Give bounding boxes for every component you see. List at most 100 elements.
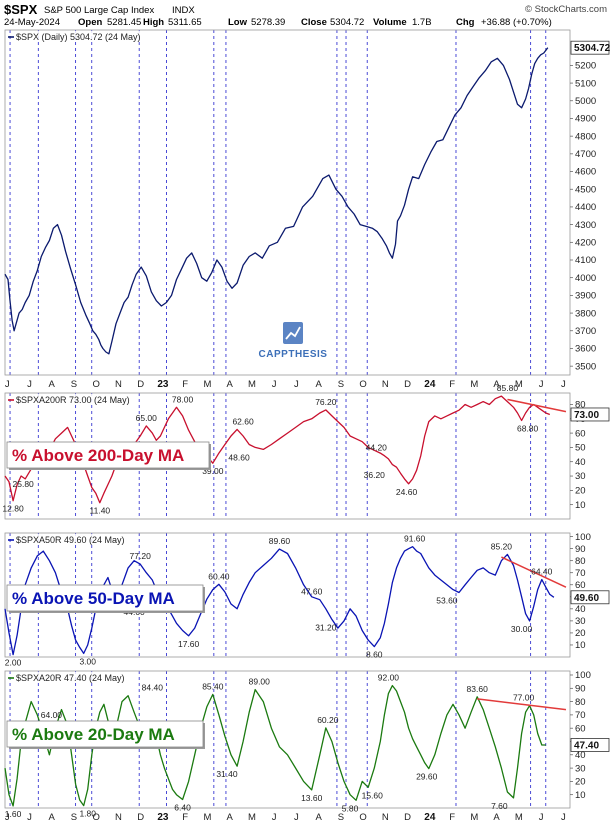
p20-ytick-label: 60	[575, 723, 586, 734]
p200-ytick-label: 40	[575, 457, 586, 468]
p20-value-label: 60.20	[317, 715, 339, 725]
p200-last-value: 73.00	[574, 410, 599, 421]
price-ytick-label: 5000	[575, 96, 596, 107]
p50-frame	[4, 532, 571, 658]
p200-legend-bg	[15, 394, 138, 405]
symbol-title: $SPX	[4, 2, 38, 17]
p20-value-label: 92.00	[378, 673, 400, 683]
bottom-axis-month-label: M	[470, 812, 478, 823]
bottom-axis-month-label: O	[359, 812, 366, 823]
price-axis-month-label: A	[315, 379, 322, 390]
bottom-axis-month-label: A	[49, 812, 56, 823]
price-ytick-label: 4000	[575, 273, 596, 284]
p20-value-label: 15.60	[362, 790, 384, 800]
price-axis-month-label: M	[515, 379, 523, 390]
price-panel: 3500 3600 3700 3800 3900 4000 4100 4200 4300 4400…	[4, 29, 611, 376]
p200-value-label: 48.60	[228, 452, 250, 462]
p50-ytick-label: 90	[575, 544, 586, 555]
p50-value-label: 64.40	[531, 566, 553, 576]
p50-value-label: 8.60	[366, 650, 383, 660]
price-ytick-label: 4500	[575, 184, 596, 195]
p200-series-line	[4, 395, 551, 504]
low-value: 5278.39	[251, 17, 285, 28]
price-axis-month-label: F	[449, 379, 455, 390]
price-ytick-label: 4800	[575, 131, 596, 142]
price-axis-month-label: S	[338, 379, 344, 390]
p20-ytick-label: 40	[575, 750, 586, 761]
p20-value-label: 13.60	[301, 793, 323, 803]
price-axis-month-label: 23	[157, 379, 169, 390]
price-last-value-box	[570, 40, 610, 55]
price-ytick-label: 4900	[575, 114, 596, 125]
bottom-axis-month-label: A	[493, 812, 500, 823]
price-axis-month-label: M	[470, 379, 478, 390]
bottom-axis-month-label: S	[71, 812, 77, 823]
p20-ytick-label: 80	[575, 697, 586, 708]
logo-trend-icon	[285, 326, 301, 340]
volume-label: Volume	[373, 17, 407, 28]
p20-frame	[4, 670, 571, 809]
price-ytick-label: 3700	[575, 326, 596, 337]
price-ytick-label: 4400	[575, 202, 596, 213]
price-axis-month-label: D	[137, 379, 144, 390]
p50-legend-bg	[15, 534, 133, 545]
p200-value-label: 44.20	[366, 443, 388, 453]
p200-ytick-label: 60	[575, 428, 586, 439]
volume-value: 1.7B	[412, 17, 432, 28]
p200-ytick-label: 10	[575, 500, 586, 511]
p50-value-label: 53.60	[436, 595, 458, 605]
price-ytick-label: 3500	[575, 361, 596, 372]
bottom-axis-month-label: J	[539, 812, 544, 823]
quote-date: 24-May-2024	[4, 17, 60, 28]
p200-value-label: 62.60	[232, 416, 254, 426]
p20-series-line	[4, 684, 546, 807]
p20-value-label: 64.00	[41, 710, 63, 720]
p20-value-label: 77.00	[513, 693, 535, 703]
bottom-axis-month-label: O	[93, 812, 100, 823]
p20-trend-line	[477, 698, 567, 711]
p200-value-label: 39.00	[202, 466, 224, 476]
bottom-axis-month-label: J	[294, 812, 299, 823]
p200-ytick-label: 50	[575, 443, 586, 454]
bottom-axis-month-label: A	[315, 812, 322, 823]
p20-value-label: 5.80	[342, 803, 359, 813]
bottom-axis-month-label: M	[515, 812, 523, 823]
bottom-axis-month-label: A	[226, 812, 233, 823]
p50-value-label: 89.60	[269, 536, 291, 546]
p200-ytick-label: 30	[575, 471, 586, 482]
p200-legend: $SPXA200R 73.00 (24 May)	[16, 395, 130, 405]
p20-ytick-label: 100	[575, 670, 591, 681]
p50-ytick-label: 30	[575, 616, 586, 627]
p50-value-label: 30.00	[511, 624, 533, 634]
p50-ytick-label: 100	[575, 532, 591, 543]
open-value: 5281.45	[107, 17, 141, 28]
p50-last-value: 49.60	[574, 593, 599, 604]
p20-last-value: 47.40	[574, 740, 599, 751]
bottom-axis-month-label: 23	[157, 812, 169, 823]
price-ytick-label: 3900	[575, 291, 596, 302]
p20-value-label: 89.00	[249, 677, 271, 687]
p50-ytick-label: 60	[575, 580, 586, 591]
p50-trend-line	[501, 556, 567, 588]
bottom-axis-month-label: M	[203, 812, 211, 823]
bottom-axis-month-label: N	[115, 812, 122, 823]
p200-value-label: 65.00	[136, 413, 158, 423]
p50-value-label: 2.00	[5, 658, 22, 668]
p20-ytick-label: 70	[575, 710, 586, 721]
price-legend-bg	[15, 31, 163, 42]
bottom-axis-month-label: F	[449, 812, 455, 823]
pct-above-20dma-panel: 10203040506070809010047.40$SPXA20R 47.40…	[4, 670, 610, 819]
p200-overlay-label: % Above 200-Day MA	[12, 446, 184, 465]
p20-value-label: 84.40	[142, 683, 164, 693]
p20-value-label: 1.60	[5, 809, 22, 819]
p20-ytick-label: 30	[575, 763, 586, 774]
price-last-value: 5304.72	[574, 43, 611, 54]
pct-above-50dma-panel: 10203040506070809010049.60$SPXA50R 49.60…	[4, 532, 610, 668]
price-axis-month-label: J	[539, 379, 544, 390]
price-ytick-label: 3600	[575, 344, 596, 355]
p200-value-label: 36.20	[364, 470, 386, 480]
p200-value-label: 76.20	[315, 397, 337, 407]
price-axis-month-label: A	[49, 379, 56, 390]
